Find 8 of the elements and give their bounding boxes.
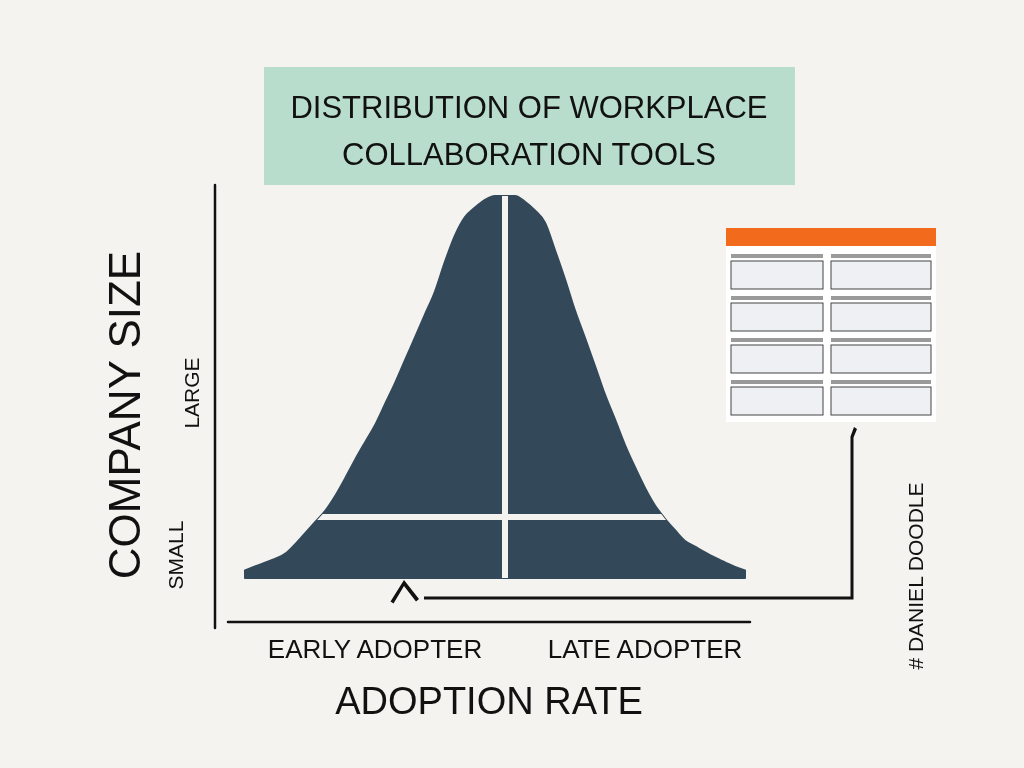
text: # DANIEL DOODLE <box>904 482 927 670</box>
y-axis-title: COMPANY SIZE <box>100 250 149 580</box>
x-tick-label: EARLY ADOPTER <box>267 634 483 664</box>
text: SMALL <box>164 520 187 590</box>
chart-title: DISTRIBUTION OF WORKPLACE COLLABORATION TOOLS <box>290 90 768 172</box>
x-tick-label: LATE ADOPTER <box>547 634 743 664</box>
text: LARGE <box>180 357 203 429</box>
x-axis-title: ADOPTION RATE <box>335 680 643 722</box>
